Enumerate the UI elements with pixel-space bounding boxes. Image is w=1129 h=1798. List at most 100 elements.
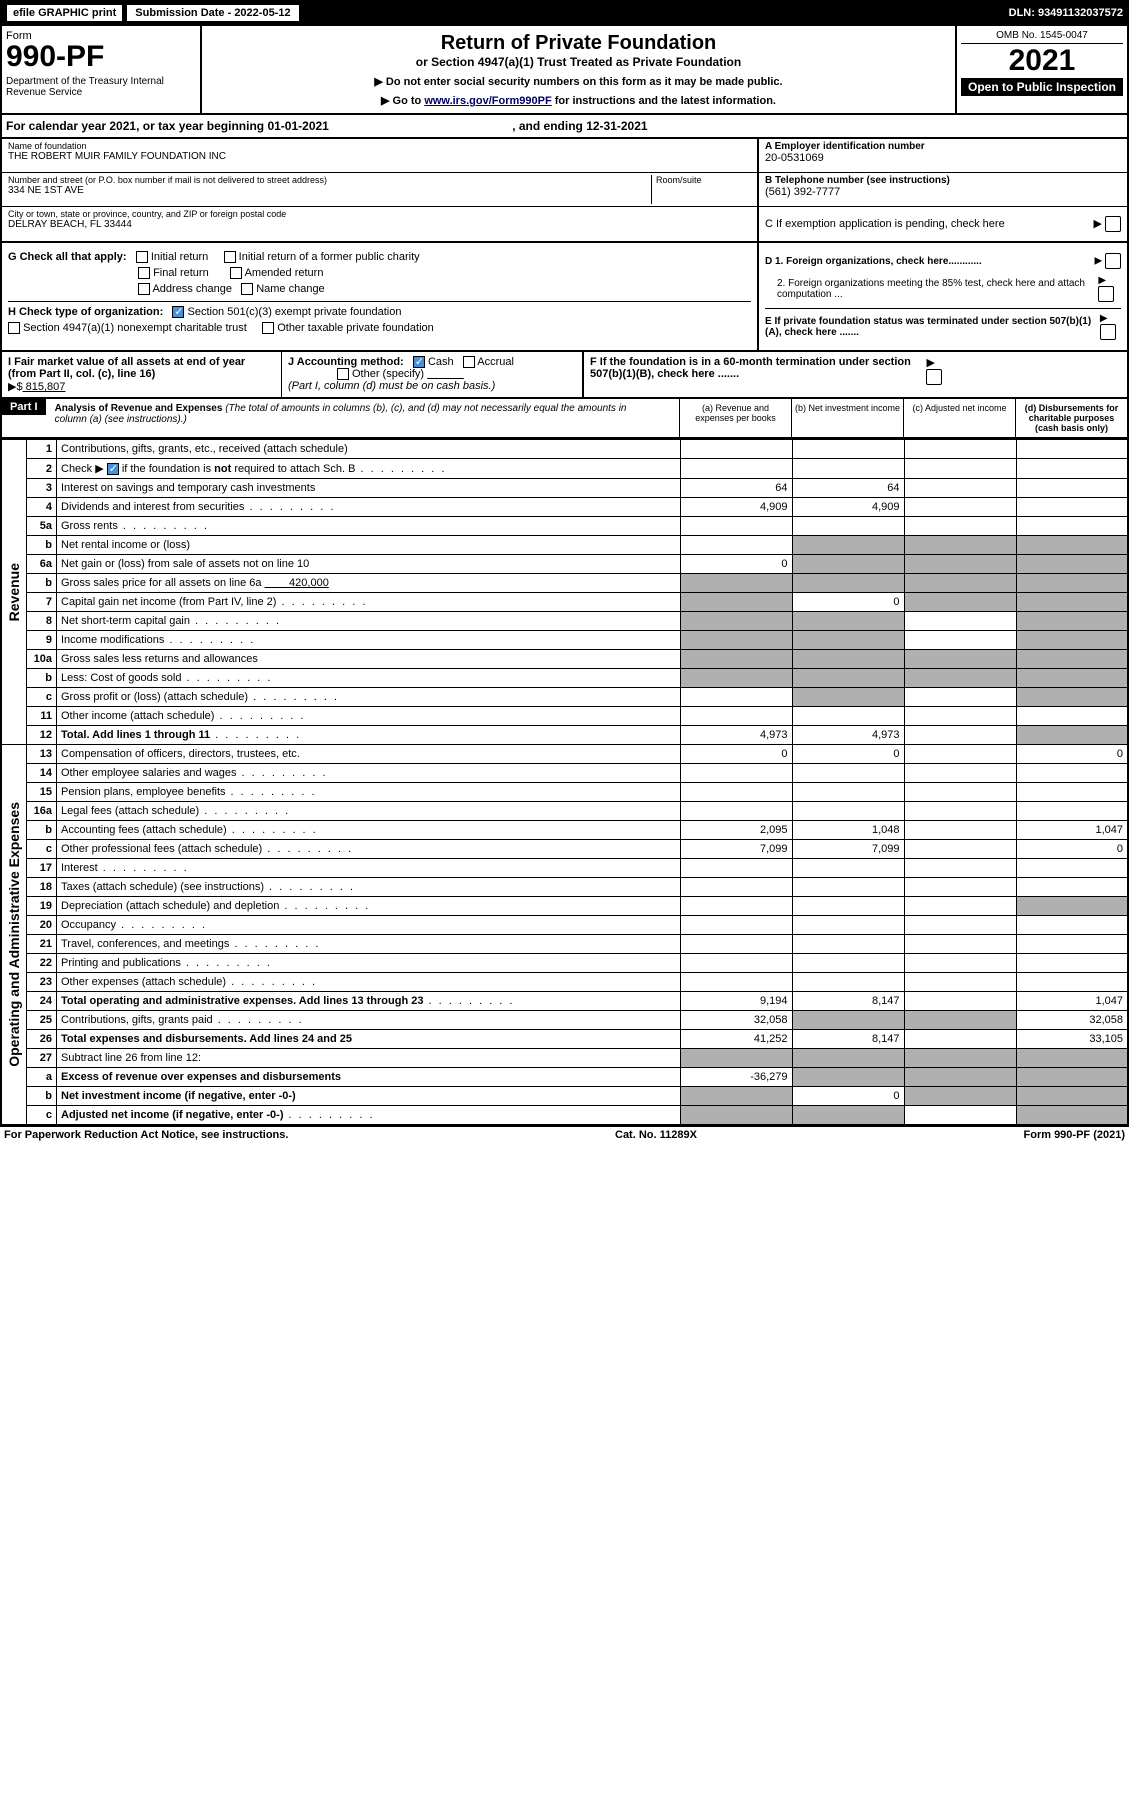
line-b-col-c bbox=[904, 574, 1016, 593]
dln-label: DLN: 93491132037572 bbox=[1009, 7, 1123, 19]
line-b-col-d bbox=[1016, 536, 1128, 555]
line-number: 10a bbox=[27, 650, 57, 669]
60month-checkbox[interactable] bbox=[926, 369, 942, 385]
exemption-checkbox[interactable] bbox=[1105, 216, 1121, 232]
final-return-checkbox[interactable] bbox=[138, 267, 150, 279]
table-row: 18Taxes (attach schedule) (see instructi… bbox=[1, 878, 1128, 897]
line-number: 11 bbox=[27, 707, 57, 726]
line-26-col-a: 41,252 bbox=[680, 1030, 792, 1049]
fmv-block: I Fair market value of all assets at end… bbox=[2, 352, 282, 397]
check-section: G Check all that apply: Initial return I… bbox=[0, 243, 1129, 352]
line-c-col-c bbox=[904, 1106, 1016, 1126]
line-26-col-d: 33,105 bbox=[1016, 1030, 1128, 1049]
table-row: 17Interest bbox=[1, 859, 1128, 878]
line-14-col-d bbox=[1016, 764, 1128, 783]
line-6a-col-d bbox=[1016, 555, 1128, 574]
line-4-col-d bbox=[1016, 498, 1128, 517]
line-25-col-a: 32,058 bbox=[680, 1011, 792, 1030]
line-21-col-c bbox=[904, 935, 1016, 954]
table-row: 2Check ▶ if the foundation is not requir… bbox=[1, 459, 1128, 479]
form-title: Return of Private Foundation bbox=[208, 32, 949, 55]
foreign-org-checkbox[interactable] bbox=[1105, 253, 1121, 269]
table-row: bAccounting fees (attach schedule)2,0951… bbox=[1, 821, 1128, 840]
line-c-col-a bbox=[680, 1106, 792, 1126]
initial-return-checkbox[interactable] bbox=[136, 251, 148, 263]
table-row: Revenue1Contributions, gifts, grants, et… bbox=[1, 440, 1128, 459]
other-taxable-checkbox[interactable] bbox=[262, 322, 274, 334]
line-17-col-c bbox=[904, 859, 1016, 878]
line-description: Gross sales less returns and allowances bbox=[57, 650, 681, 669]
line-20-col-b bbox=[792, 916, 904, 935]
initial-former-checkbox[interactable] bbox=[224, 251, 236, 263]
4947a1-checkbox[interactable] bbox=[8, 322, 20, 334]
line-description: Adjusted net income (if negative, enter … bbox=[57, 1106, 681, 1126]
line-7-col-c bbox=[904, 593, 1016, 612]
line-c-col-a: 7,099 bbox=[680, 840, 792, 859]
line-27-col-a bbox=[680, 1049, 792, 1068]
line-description: Interest bbox=[57, 859, 681, 878]
table-row: 26Total expenses and disbursements. Add … bbox=[1, 1030, 1128, 1049]
line-16a-col-c bbox=[904, 802, 1016, 821]
line-7-col-d bbox=[1016, 593, 1128, 612]
line-14-col-a bbox=[680, 764, 792, 783]
terminated-checkbox[interactable] bbox=[1100, 324, 1116, 340]
table-row: Operating and Administrative Expenses13C… bbox=[1, 745, 1128, 764]
line-b-col-a: 2,095 bbox=[680, 821, 792, 840]
line-13-col-c bbox=[904, 745, 1016, 764]
line-21-col-d bbox=[1016, 935, 1128, 954]
top-bar: efile GRAPHIC print Submission Date - 20… bbox=[0, 0, 1129, 26]
line-number: 4 bbox=[27, 498, 57, 517]
line-3-col-d bbox=[1016, 479, 1128, 498]
line-description: Contributions, gifts, grants paid bbox=[57, 1011, 681, 1030]
table-row: 7Capital gain net income (from Part IV, … bbox=[1, 593, 1128, 612]
irs-link[interactable]: www.irs.gov/Form990PF bbox=[424, 95, 551, 107]
name-change-checkbox[interactable] bbox=[241, 283, 253, 295]
cash-checkbox[interactable] bbox=[413, 356, 425, 368]
table-row: 22Printing and publications bbox=[1, 954, 1128, 973]
accrual-checkbox[interactable] bbox=[463, 356, 475, 368]
line-number: 9 bbox=[27, 631, 57, 650]
table-row: 3Interest on savings and temporary cash … bbox=[1, 479, 1128, 498]
tax-year: 2021 bbox=[961, 44, 1123, 78]
address-change-checkbox[interactable] bbox=[138, 283, 150, 295]
line-12-col-d bbox=[1016, 726, 1128, 745]
foreign-85-checkbox[interactable] bbox=[1098, 286, 1114, 302]
line-number: c bbox=[27, 688, 57, 707]
line-c-col-d bbox=[1016, 1106, 1128, 1126]
line-24-col-c bbox=[904, 992, 1016, 1011]
line-description: Income modifications bbox=[57, 631, 681, 650]
501c3-checkbox[interactable] bbox=[172, 306, 184, 318]
line-description: Depreciation (attach schedule) and deple… bbox=[57, 897, 681, 916]
line-15-col-a bbox=[680, 783, 792, 802]
line-11-col-a bbox=[680, 707, 792, 726]
line-13-col-d: 0 bbox=[1016, 745, 1128, 764]
i-j-f-row: I Fair market value of all assets at end… bbox=[0, 352, 1129, 399]
line-number: 6a bbox=[27, 555, 57, 574]
amended-return-checkbox[interactable] bbox=[230, 267, 242, 279]
line-description: Net rental income or (loss) bbox=[57, 536, 681, 555]
page-footer: For Paperwork Reduction Act Notice, see … bbox=[0, 1126, 1129, 1143]
line-8-col-d bbox=[1016, 612, 1128, 631]
line-9-col-c bbox=[904, 631, 1016, 650]
exemption-pending-row: C If exemption application is pending, c… bbox=[759, 207, 1127, 241]
accounting-block: J Accounting method: Cash Accrual Other … bbox=[282, 352, 582, 397]
col-a-header: (a) Revenue and expenses per books bbox=[679, 399, 791, 437]
line-21-col-a bbox=[680, 935, 792, 954]
line-22-col-d bbox=[1016, 954, 1128, 973]
line-b-col-b bbox=[792, 669, 904, 688]
form-note-2: ▶ Go to www.irs.gov/Form990PF for instru… bbox=[208, 94, 949, 107]
line-description: Net gain or (loss) from sale of assets n… bbox=[57, 555, 681, 574]
line-number: 27 bbox=[27, 1049, 57, 1068]
line-13-col-a: 0 bbox=[680, 745, 792, 764]
line-2-col-a bbox=[680, 459, 792, 479]
omb-number: OMB No. 1545-0047 bbox=[961, 30, 1123, 44]
line-5a-col-c bbox=[904, 517, 1016, 536]
line-12-col-b: 4,973 bbox=[792, 726, 904, 745]
line-description: Gross sales price for all assets on line… bbox=[57, 574, 681, 593]
other-method-checkbox[interactable] bbox=[337, 368, 349, 380]
line-number: c bbox=[27, 1106, 57, 1126]
line-8-col-b bbox=[792, 612, 904, 631]
line-description: Taxes (attach schedule) (see instruction… bbox=[57, 878, 681, 897]
efile-print-button[interactable]: efile GRAPHIC print bbox=[6, 4, 123, 22]
line-19-col-d bbox=[1016, 897, 1128, 916]
